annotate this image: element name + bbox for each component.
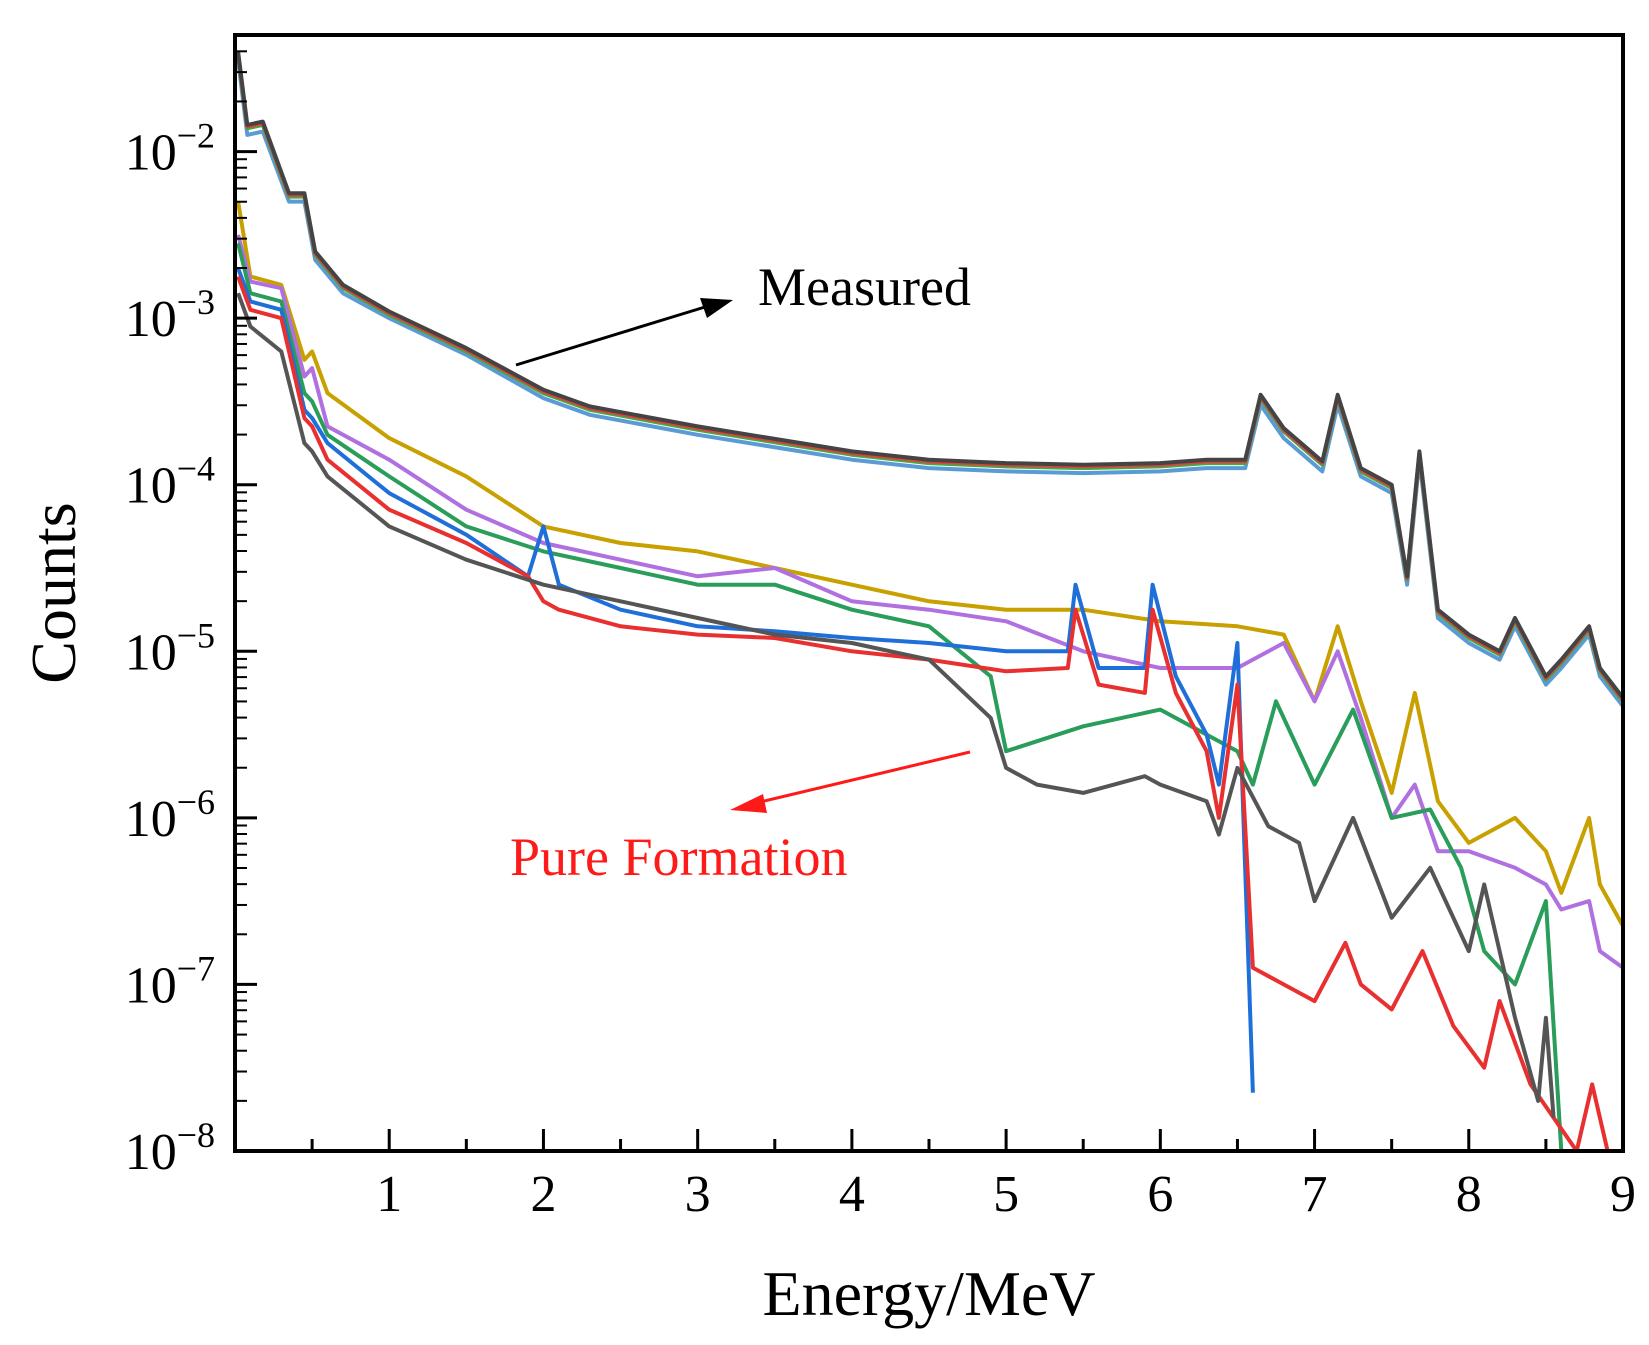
series-line-pure-6 bbox=[236, 242, 1564, 1152]
x-tick-label: 8 bbox=[1456, 1166, 1482, 1223]
x-tick-label: 3 bbox=[685, 1166, 711, 1223]
x-tick-label: 1 bbox=[376, 1166, 402, 1223]
ticks-layer: 1 2 3 4 5 6 7 8 9 10−2 10−3 10−4 10−5 10−6 10−7 10−8 bbox=[125, 34, 1636, 1223]
annotation-layer: Measured Pure Formation bbox=[510, 257, 971, 887]
x-tick-label: 2 bbox=[530, 1166, 556, 1223]
y-tick-label: 10−6 bbox=[125, 782, 215, 848]
y-tick-label: 10−7 bbox=[125, 948, 215, 1014]
y-tick-label: 10−4 bbox=[125, 449, 215, 515]
measured-arrow bbox=[515, 305, 706, 367]
series-line-pure-4 bbox=[236, 201, 1625, 928]
pure-formation-label: Pure Formation bbox=[510, 827, 847, 887]
measured-arrowhead bbox=[700, 298, 733, 318]
measured-label: Measured bbox=[758, 257, 971, 317]
y-tick-label: 10−3 bbox=[125, 282, 215, 348]
y-tick-label: 10−8 bbox=[125, 1115, 215, 1181]
series-line-measured-0 bbox=[236, 59, 1625, 708]
series-line-pure-9 bbox=[236, 292, 1556, 1118]
y-tick-label: 10−2 bbox=[125, 116, 215, 182]
series-line-pure-8 bbox=[236, 275, 1610, 1153]
pure-formation-arrowhead bbox=[730, 794, 767, 813]
series-line-pure-5 bbox=[236, 234, 1625, 970]
pure-formation-arrow bbox=[759, 750, 971, 804]
y-tick-label: 10−5 bbox=[125, 615, 215, 681]
series-line-pure-7 bbox=[236, 267, 1255, 1093]
x-tick-label: 5 bbox=[993, 1166, 1019, 1223]
plot-frame bbox=[233, 33, 1625, 1153]
y-axis-title: Counts bbox=[18, 502, 89, 683]
x-tick-label: 6 bbox=[1147, 1166, 1173, 1223]
series-line-measured-1 bbox=[236, 54, 1625, 703]
x-tick-label: 7 bbox=[1302, 1166, 1328, 1223]
x-axis-title: Energy/MeV bbox=[763, 1258, 1096, 1329]
x-tick-label: 9 bbox=[1610, 1166, 1636, 1223]
x-tick-label: 4 bbox=[839, 1166, 865, 1223]
series-line-measured-3 bbox=[236, 51, 1625, 700]
series-layer bbox=[236, 51, 1625, 1153]
